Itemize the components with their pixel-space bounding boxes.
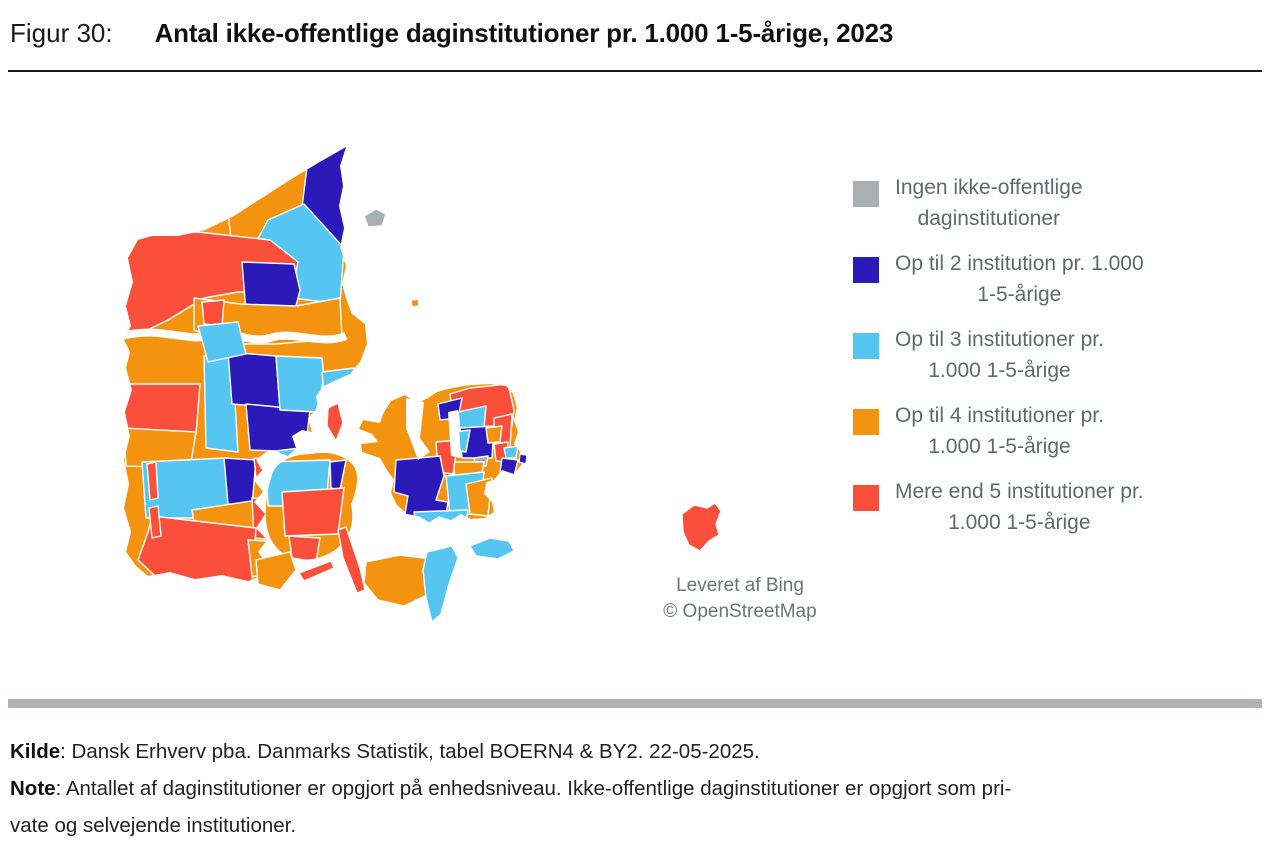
attribution-provider: Leveret af Bing — [676, 575, 804, 596]
region-jutland — [124, 147, 367, 581]
legend-item-none: Ingen ikke-offentlige daginstitutioner — [853, 172, 1213, 234]
map-attribution: Leveret af Bing © OpenStreetMap — [615, 573, 865, 625]
municipality-patch — [275, 355, 325, 413]
source-line: Kilde: Dansk Erhverv pba. Danmarks Stati… — [10, 740, 760, 763]
island-samso — [326, 402, 344, 442]
attribution-osm: © OpenStreetMap — [663, 601, 817, 622]
legend-item-upto2: Op til 2 institution pr. 1.000 1-5-årige — [853, 248, 1213, 310]
municipality-patch — [288, 535, 321, 560]
note-line-2: vate og selvejende institutioner. — [10, 814, 297, 837]
islands — [255, 208, 722, 623]
municipality-patch — [413, 509, 469, 522]
island-langeland — [337, 526, 366, 594]
legend-item-over5: Mere end 5 institutioner pr. 1.000 1-5-å… — [853, 476, 1213, 538]
legend-label: Op til 3 institutioner pr. 1.000 1-5-åri… — [895, 328, 1104, 382]
municipality-patch — [499, 457, 519, 477]
legend-swatch-darkblue — [853, 257, 879, 283]
figure-header: Figur 30: Antal ikke-offentlige daginsti… — [10, 18, 1260, 49]
island-bornholm — [681, 502, 722, 552]
island-laeso — [363, 208, 387, 228]
island-dragor — [518, 453, 528, 465]
municipality-patch — [253, 457, 275, 481]
figure-number: Figur 30: — [10, 18, 113, 48]
legend-label: Op til 4 institutioner pr. 1.000 1-5-åri… — [895, 404, 1104, 458]
municipality-patch — [146, 461, 159, 501]
municipality-patch — [148, 505, 162, 539]
roskilde-fjord-water — [448, 410, 461, 458]
region-funen — [265, 452, 358, 560]
island-falster — [422, 545, 459, 623]
island-aero — [298, 560, 335, 582]
municipality-patch — [223, 457, 257, 507]
municipality-patch — [227, 351, 281, 409]
legend-label: Ingen ikke-offentlige daginstitutioner — [895, 176, 1083, 230]
municipality-patch — [485, 425, 503, 444]
legend-item-upto4: Op til 4 institutioner pr. 1.000 1-5-åri… — [853, 400, 1213, 462]
municipality-patch — [201, 299, 225, 327]
municipality-patch — [321, 367, 355, 397]
legend-swatch-red — [853, 485, 879, 511]
map-legend: Ingen ikke-offentlige daginstitutioner O… — [853, 172, 1213, 552]
legend-label: Op til 2 institution pr. 1.000 1-5-årige — [895, 252, 1144, 306]
municipality-patch — [281, 487, 345, 537]
legend-item-upto3: Op til 3 institutioner pr. 1.000 1-5-åri… — [853, 324, 1213, 386]
island-mon — [469, 537, 515, 560]
legend-swatch-orange — [853, 409, 879, 435]
municipality-patch — [503, 445, 519, 459]
municipality-patch — [465, 477, 493, 517]
legend-swatch-gray — [853, 181, 879, 207]
header-divider — [8, 70, 1262, 72]
island-als — [255, 551, 297, 591]
legend-swatch-lightblue — [853, 333, 879, 359]
region-zealand — [359, 384, 522, 522]
note-line-1: Note: Antallet af daginstitutioner er op… — [10, 777, 1012, 800]
figure-footer: Kilde: Dansk Erhverv pba. Danmarks Stati… — [10, 733, 1260, 844]
island-anholt — [410, 298, 420, 308]
legend-label: Mere end 5 institutioner pr. 1.000 1-5-å… — [895, 480, 1144, 534]
island-mors — [197, 321, 247, 363]
isefjord-water — [406, 398, 430, 460]
figure-title: Antal ikke-offentlige daginstitutioner p… — [154, 18, 894, 48]
footer-divider-bar — [8, 699, 1262, 708]
municipality-patch — [137, 515, 257, 581]
